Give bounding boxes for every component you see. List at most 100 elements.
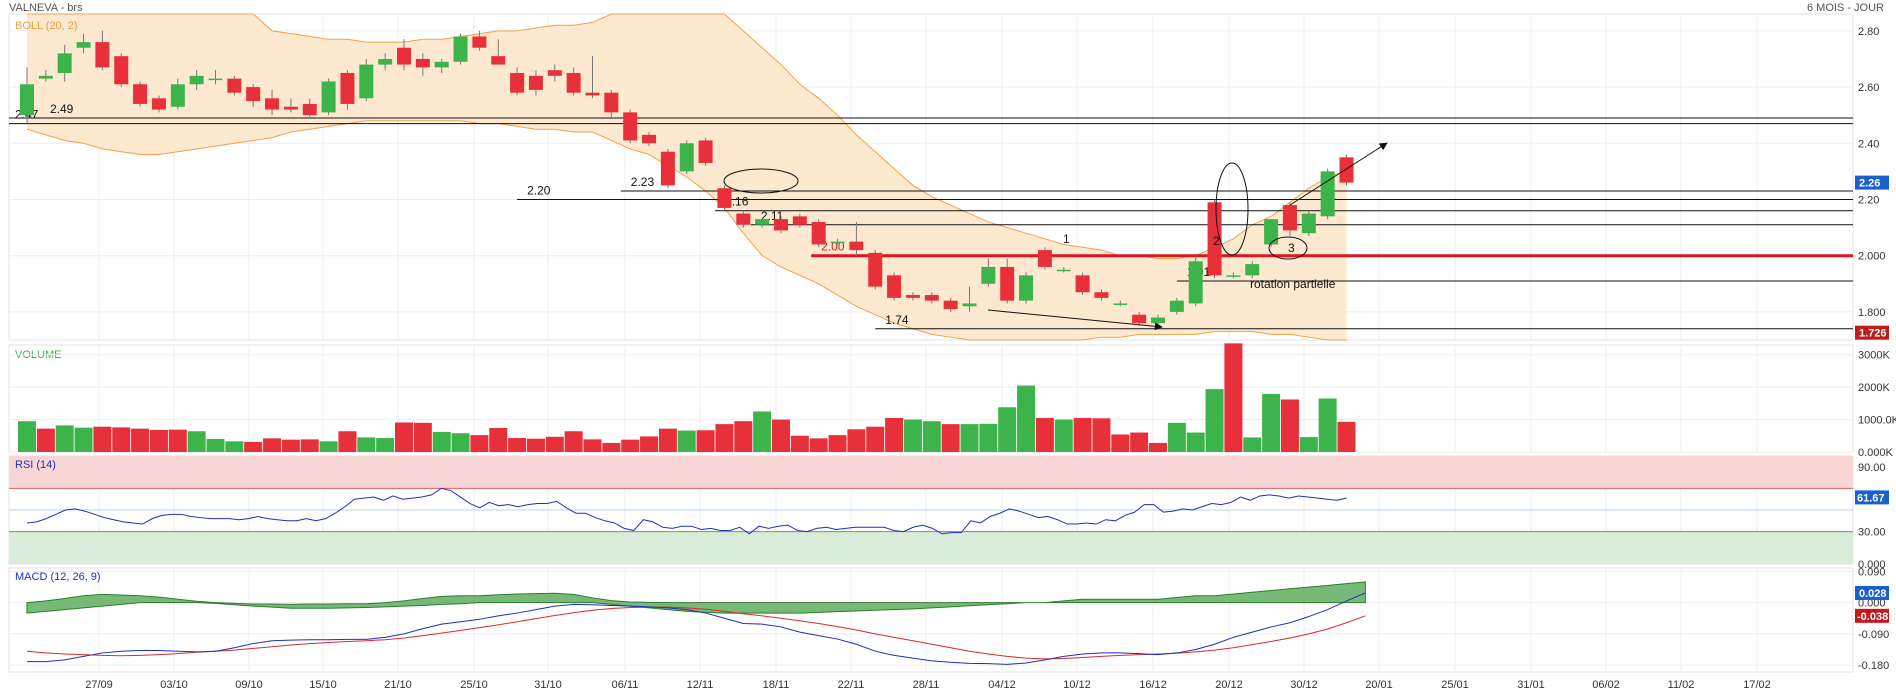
volume-bar [36,428,55,452]
x-tick-label: 09/10 [235,679,263,691]
macd-label: MACD (12, 26, 9) [15,571,101,583]
candle-body [208,78,223,81]
signal-current-tag: -0.038 [1857,611,1888,623]
candle-body [604,92,619,113]
annotation-rotation-label: rotation partielle [1250,277,1336,291]
volume-bar [112,427,131,452]
volume-tick-label: 2000K [1858,382,1890,394]
candle-body [1188,261,1203,304]
candle-body [1113,303,1128,305]
current-price-tag-bg [1855,175,1889,190]
candle-body [1169,300,1184,312]
candle-body [528,75,543,90]
rsi-current-tag-bg [1855,490,1889,505]
candle-body [623,112,638,141]
candle-body [642,134,657,144]
x-tick-label: 18/11 [763,679,790,691]
rsi-line [26,487,1347,535]
x-tick-label: 31/01 [1517,679,1545,691]
candle-body [1019,275,1034,301]
volume-bar [526,438,545,452]
macd-line [27,592,1366,665]
volume-bar [545,436,564,452]
volume-bar [131,428,150,452]
candle-body [415,58,430,68]
volume-bar [734,421,753,452]
volume-bar [1017,385,1036,452]
volume-bar [960,424,979,452]
volume-bar [602,442,621,452]
candle-body [453,36,468,62]
macd-tick-label: -0.180 [1858,660,1889,672]
level-label: 2.00 [821,240,845,254]
x-tick-label: 21/10 [384,679,412,691]
candle-body [302,103,317,116]
volume-bar [696,430,715,452]
volume-bar [885,417,904,452]
level-label: 2.20 [527,183,551,197]
bollinger-lower-line [26,120,1347,341]
macd-current-tag-bg [1855,585,1889,600]
candle-body [227,78,242,93]
rsi-label: RSI (14) [15,459,56,471]
volume-bar [903,419,922,452]
candle-body [38,75,53,79]
candle-body [830,241,845,244]
candle-body [811,221,826,245]
rsi-current-tag: 61.67 [1857,492,1885,504]
volume-tick-label: 3000K [1858,350,1890,362]
macd-tick-label: 0.090 [1858,566,1886,578]
candle-body [1245,264,1260,276]
level-label: 2.49 [50,102,74,116]
candle-body [1264,219,1279,245]
support-price-tag: 1.726 [1859,328,1887,340]
period-label[interactable]: 6 MOIS - JOUR [1806,2,1884,14]
x-tick-label: 15/10 [309,679,337,691]
candle-body [1282,205,1297,231]
volume-bar [1224,343,1243,452]
volume-bar [847,429,866,452]
candle-body [321,81,336,113]
candle-body [736,213,751,225]
volume-bar [621,439,640,452]
candle-body [359,64,374,99]
rsi-tick-label: 0.000 [1858,559,1886,571]
x-tick-label: 31/10 [534,679,562,691]
candle-body [962,303,977,307]
candle-body [1000,266,1015,301]
volume-bar [319,441,338,452]
volume-bar [809,438,828,452]
candle-body [943,300,958,310]
candle-body [1056,269,1071,272]
candle-body [491,56,506,65]
candle-body [472,36,487,48]
x-tick-label: 16/12 [1139,679,1167,691]
candle-body [849,241,864,251]
x-tick-label: 04/12 [988,679,1016,691]
volume-tick-label: 0.000K [1858,447,1894,459]
volume-bar [300,439,319,452]
volume-bar [1167,422,1186,452]
volume-tick-label: 1000.0K [1858,415,1896,427]
x-tick-label: 11/02 [1668,679,1695,691]
support-price-tag-bg [1855,325,1889,340]
candle-body [698,140,713,163]
volume-bar [1280,399,1299,452]
volume-bar [1318,398,1337,452]
volume-bar [74,427,93,452]
volume-bar [451,433,470,452]
candle-body [434,61,449,68]
candle-body [566,73,581,93]
macd-tick-label: -0.090 [1858,629,1889,641]
candle-body [397,47,411,65]
x-tick-label: 25/01 [1441,679,1469,691]
volume-bar [922,421,941,452]
candle-body [1037,250,1052,267]
volume-bar [1186,432,1205,452]
volume-bar [432,431,451,452]
volume-bar [168,429,187,452]
volume-bar [281,439,300,452]
volume-bar [206,439,225,452]
rsi-overbought-zone [9,456,1853,489]
